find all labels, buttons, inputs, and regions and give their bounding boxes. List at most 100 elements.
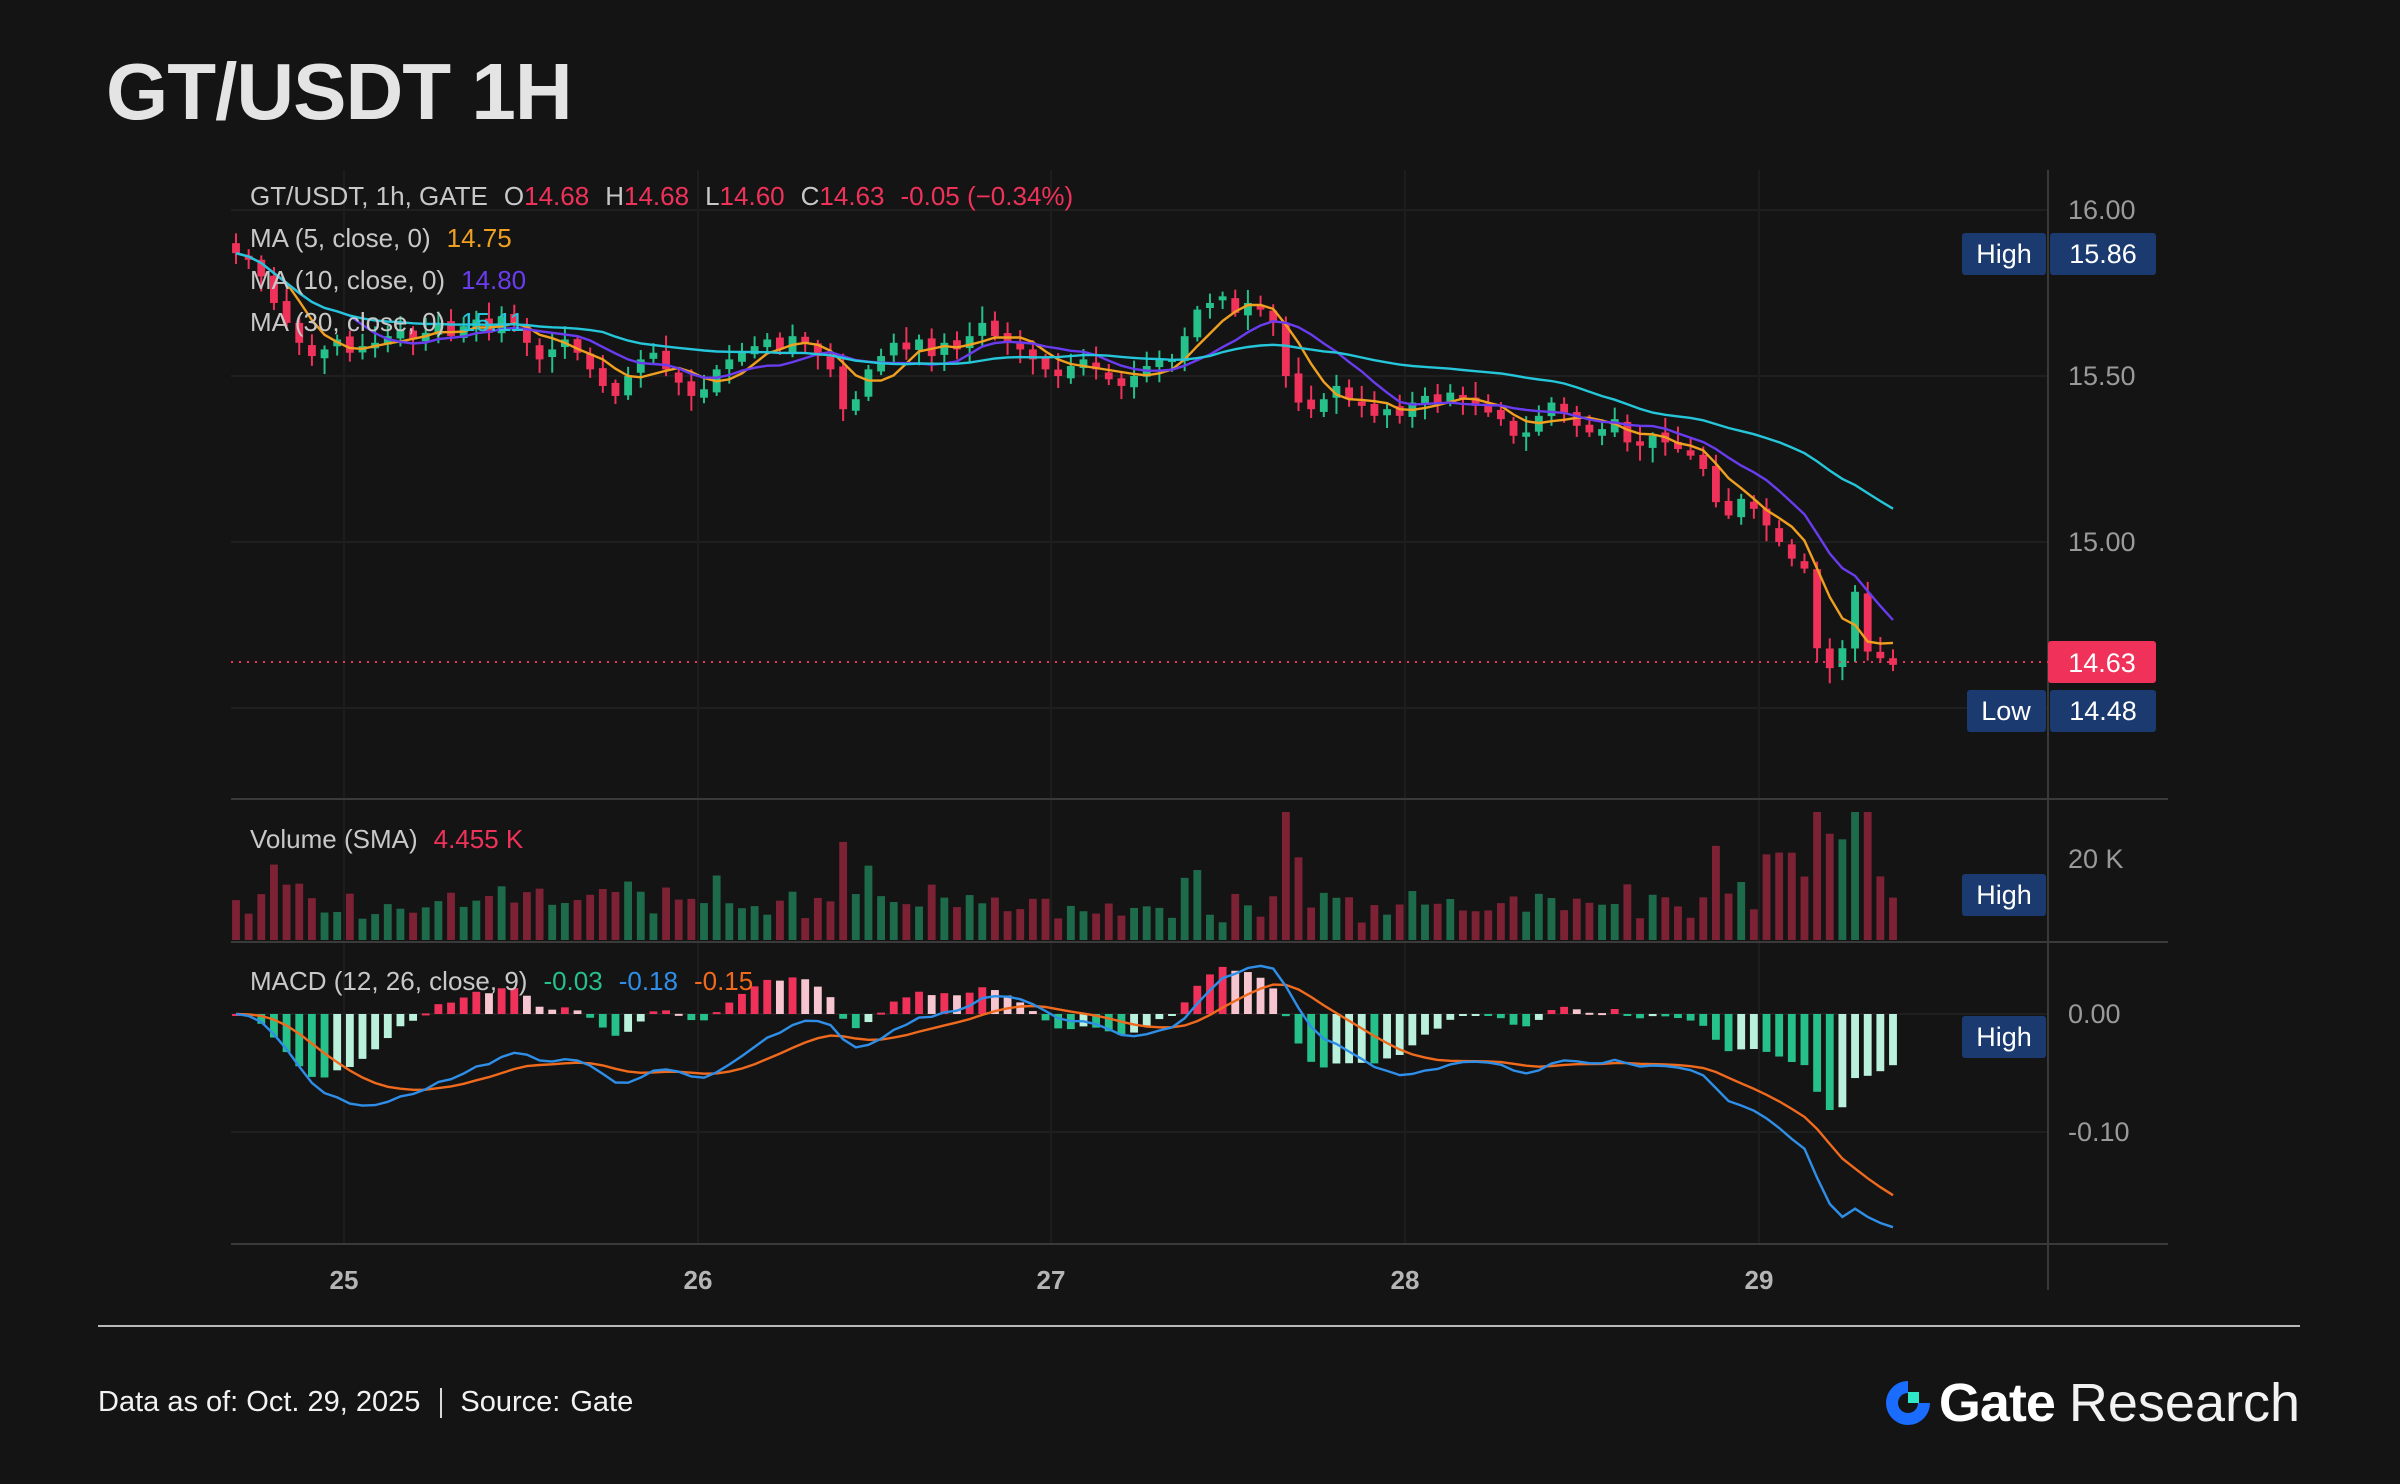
candle-body [1370,403,1379,416]
candle-body [1421,395,1429,406]
svg-text:High: High [1976,239,2032,269]
macd-hist-bar [434,1004,443,1014]
macd-hist-bar [1307,1014,1316,1062]
volume-bar [1471,911,1480,940]
volume-bar [915,906,923,940]
macd-hist-bar [1092,1014,1101,1028]
candle-body [1560,403,1569,413]
candle-body [927,338,936,357]
volume-bar [396,908,405,940]
price-tick-label: 16.00 [2068,195,2136,225]
ma30-line [235,252,1894,510]
candle-body [1446,392,1455,402]
candle-body [750,346,759,355]
volume-bar [1319,892,1328,940]
brand-gate: Gate [1938,1373,2056,1433]
candle-body [813,343,822,357]
volume-bar [1851,812,1859,940]
volume-bar [1876,876,1885,940]
macd-hist-bar [725,1002,734,1014]
gate-logo-icon [1885,1381,1930,1425]
volume-bar [978,903,987,940]
ma30-legend: MA (30, close, 0) 15.11 [250,307,524,337]
macd-hist-bar [1218,966,1227,1014]
candle-body [978,322,987,336]
volume-bar [1041,898,1050,940]
candle-body [738,352,746,362]
candle-body [295,322,304,343]
macd-hist-bar [902,997,911,1014]
macd-hist-bar [371,1014,380,1050]
candle-body [307,345,316,357]
candle-body [383,336,392,345]
macd-hist-bar [485,993,493,1014]
candle-body [232,243,240,254]
macd-hist-bar [1395,1014,1404,1055]
ma10-legend: MA (10, close, 0) 14.80 [250,265,526,295]
high-badge: High 15.86 [1962,233,2156,275]
volume-bar [738,908,746,940]
macd-lines [235,964,1894,1229]
macd-hist-bar [1522,1014,1531,1027]
volume-bar [371,914,380,940]
data-as-of: Data as of: Oct. 29, 2025 [98,1386,421,1418]
volume-bar [1383,914,1391,940]
volume-bar [953,907,961,940]
volume-bar [1572,898,1581,940]
volume-bar [1636,918,1644,940]
volume-bar [889,902,898,940]
macd-hist-bar [586,1014,595,1018]
macd-hist-bar [775,980,784,1014]
candle-body [1800,561,1809,569]
candle-body [1737,498,1746,518]
macd-hist-bar [1104,1014,1113,1032]
volume-legend: Volume (SMA) 4.455 K [250,824,524,854]
macd-hist-bar [472,991,481,1014]
candle-body [1357,401,1366,406]
volume-bar [1838,839,1847,940]
volume-bar [598,888,607,940]
volume-bar [1016,909,1025,940]
macd-hist-bar [649,1011,658,1014]
candle-body [1395,406,1404,416]
volume-bar [1269,896,1278,940]
candle-body [991,320,999,337]
volume-bar [1711,845,1720,940]
macd-hist-bar [257,1014,266,1024]
volume-bar [1433,903,1442,940]
volume-bar [1699,897,1708,940]
macd-hist-bar [1585,1012,1594,1015]
macd-hist-bar [295,1014,304,1067]
candle-body [1471,397,1480,406]
candle-body [1307,399,1316,410]
candle-body [1522,432,1531,437]
macd-hist-bar [333,1014,342,1071]
ma10-line [235,252,1894,621]
macd-hist-bar [1674,1014,1682,1019]
volume-bar [700,903,708,940]
volume-bar [358,918,367,940]
macd-hist-bar [1471,1014,1480,1016]
volume-bar [383,904,392,940]
volume-bar [345,893,354,940]
candle-body [1459,394,1467,400]
macd-hist-bar [1484,1014,1493,1016]
macd-hist-bar [1168,1014,1176,1016]
candle-body [1383,409,1391,416]
macd-hist-bar [1711,1014,1720,1040]
candle-body [1775,528,1784,542]
macd-hist-bar [1155,1014,1164,1020]
candlestick-chart[interactable]: GT/USDT, 1h, GATE O14.68 H14.68 L14.60 C14.6… [0,0,2400,1300]
candle-body [345,336,354,353]
volume-bar [1142,906,1151,940]
candle-body [1016,343,1025,350]
macd-hist-bar [1294,1014,1303,1044]
volume-bar [1787,852,1796,940]
price-tick-label: 15.00 [2068,527,2136,557]
candle-body [1433,394,1442,403]
macd-hist-bar [636,1014,645,1022]
volume-bar [662,887,670,940]
volume-bar [447,892,455,940]
volume-bar [1206,914,1214,940]
macd-hist-bar [409,1014,418,1021]
